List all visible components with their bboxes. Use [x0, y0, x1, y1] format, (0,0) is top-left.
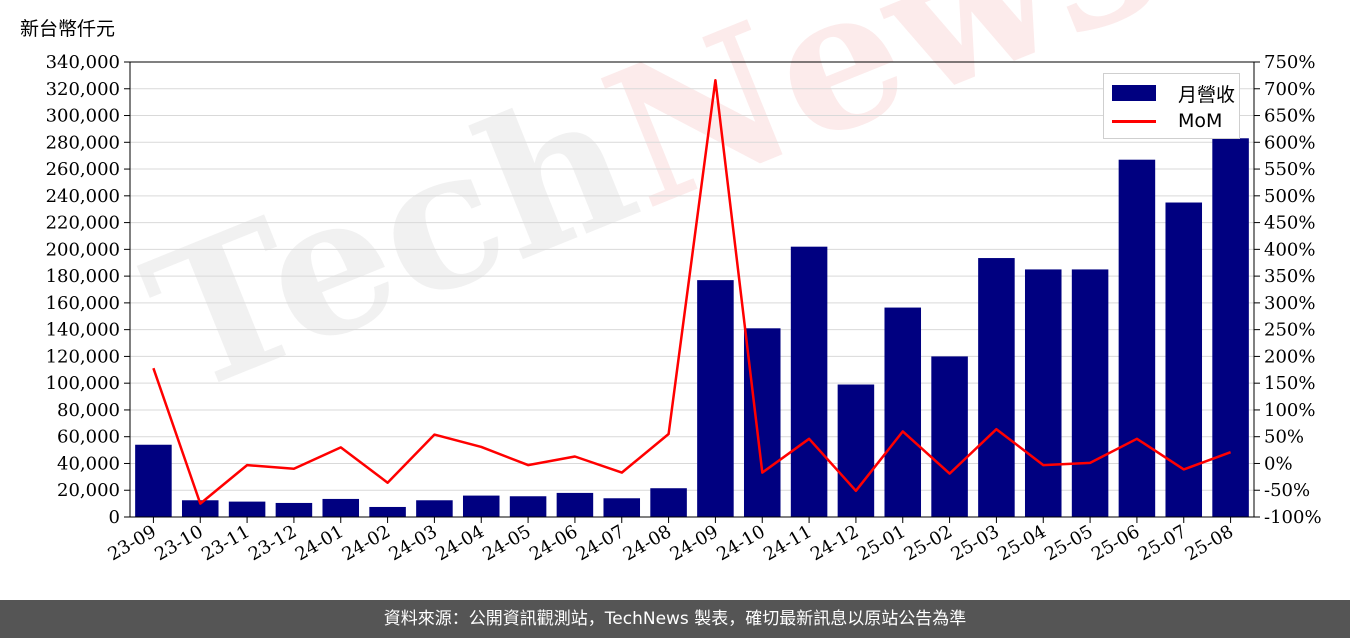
x-tick-label: 24-01 [292, 521, 347, 565]
right-tick-label: 450% [1264, 213, 1315, 234]
revenue-chart: 0 20,000 40,000 60,000 80,000 100,000 120,000 1… [46, 52, 1322, 565]
legend-swatch-revenue [1112, 85, 1156, 101]
revenue-bar [884, 307, 922, 517]
right-tick-label: 750% [1264, 52, 1315, 73]
revenue-bar [416, 500, 453, 517]
right-tick-label: 600% [1264, 132, 1315, 153]
revenue-bar [1071, 269, 1109, 517]
revenue-bar [697, 280, 734, 517]
right-tick-label: 0% [1264, 453, 1293, 474]
revenue-bar [181, 500, 219, 517]
left-tick-label: 140,000 [46, 320, 120, 341]
right-tick-label: 100% [1264, 400, 1315, 421]
x-tick-label: 24-12 [807, 521, 862, 565]
x-tick-label: 23-10 [151, 521, 206, 565]
right-tick-label: 200% [1264, 346, 1315, 367]
left-tick-label: 60,000 [57, 427, 120, 448]
legend-item-mom: MoM [1112, 108, 1222, 134]
left-tick-label: 240,000 [46, 186, 120, 207]
revenue-bar [978, 258, 1015, 517]
right-tick-label: 150% [1264, 373, 1315, 394]
revenue-bar [462, 495, 500, 517]
left-tick-label: 160,000 [46, 293, 120, 314]
right-tick-label: 500% [1264, 186, 1315, 207]
y-axis-unit-label: 新台幣仟元 [20, 18, 116, 40]
x-tick-label: 24-06 [526, 521, 581, 565]
left-tick-label: 260,000 [46, 159, 120, 180]
revenue-bar [1118, 159, 1156, 518]
legend-swatch-mom [1112, 119, 1156, 123]
x-tick-label: 24-05 [479, 521, 534, 565]
left-tick-label: 180,000 [46, 266, 120, 287]
x-tick-label: 25-01 [854, 521, 909, 565]
revenue-bar [931, 356, 968, 517]
source-footer: 資料來源：公開資訊觀測站，TechNews 製表，確切最新訊息以原站公告為準 [0, 600, 1350, 638]
x-tick-label: 24-03 [385, 521, 440, 565]
revenue-bar [1212, 138, 1249, 517]
x-tick-label: 25-05 [1041, 521, 1096, 565]
x-tick-label: 25-04 [994, 521, 1049, 565]
right-tick-label: 350% [1264, 266, 1315, 287]
legend-label-revenue: 月營收 [1178, 83, 1236, 106]
left-tick-label: 20,000 [57, 480, 120, 501]
x-tick-label: 24-02 [339, 521, 394, 565]
revenue-bar [837, 384, 875, 517]
revenue-bar [1024, 269, 1062, 517]
x-tick-label: 25-06 [1088, 521, 1143, 565]
right-tick-label: 50% [1264, 427, 1304, 448]
left-tick-label: 80,000 [57, 400, 120, 421]
revenue-bar [135, 444, 172, 517]
x-tick-label: 23-11 [198, 521, 253, 565]
right-tick-label: -100% [1264, 507, 1322, 528]
left-tick-label: 100,000 [46, 373, 120, 394]
right-tick-label: 300% [1264, 293, 1315, 314]
revenue-bar [650, 488, 687, 517]
chart-legend: 月營收 MoM [1103, 73, 1240, 139]
left-tick-label: 40,000 [57, 453, 120, 474]
x-tick-label: 23-12 [245, 521, 300, 565]
left-tick-label: 220,000 [46, 213, 120, 234]
x-tick-label: 24-07 [573, 521, 628, 565]
revenue-bar [322, 498, 360, 517]
revenue-bar [275, 502, 313, 517]
revenue-bar [790, 246, 828, 518]
x-tick-label: 24-04 [432, 521, 487, 565]
left-tick-label: 120,000 [46, 346, 120, 367]
x-tick-label: 24-08 [620, 521, 675, 565]
left-tick-label: 200,000 [46, 239, 120, 260]
revenue-bar [603, 498, 641, 517]
right-tick-label: 400% [1264, 239, 1315, 260]
revenue-bar [743, 328, 781, 517]
right-tick-label: 250% [1264, 320, 1315, 341]
revenue-bar [228, 501, 266, 517]
x-tick-label: 24-10 [713, 521, 768, 565]
legend-label-mom: MoM [1178, 110, 1223, 132]
right-tick-label: 700% [1264, 79, 1315, 100]
left-tick-label: 280,000 [46, 132, 120, 153]
plot-frame [129, 61, 1255, 518]
right-tick-label: 650% [1264, 106, 1315, 127]
x-tick-label: 24-09 [666, 521, 721, 565]
right-tick-label: -50% [1264, 480, 1310, 501]
x-tick-label: 25-03 [947, 521, 1002, 565]
x-tick-label: 24-11 [760, 521, 815, 565]
revenue-bar [556, 492, 594, 517]
revenue-bar [369, 506, 406, 517]
revenue-bar [509, 496, 547, 517]
left-tick-label: 0 [109, 507, 120, 528]
mom-line [152, 78, 1232, 505]
right-tick-label: 550% [1264, 159, 1315, 180]
x-tick-label: 25-08 [1182, 521, 1237, 565]
legend-item-revenue: 月營收 [1112, 80, 1235, 106]
left-tick-label: 340,000 [46, 52, 120, 73]
x-tick-label: 25-07 [1135, 521, 1190, 565]
left-tick-label: 320,000 [46, 79, 120, 100]
left-tick-label: 300,000 [46, 106, 120, 127]
x-tick-label: 25-02 [901, 521, 956, 565]
